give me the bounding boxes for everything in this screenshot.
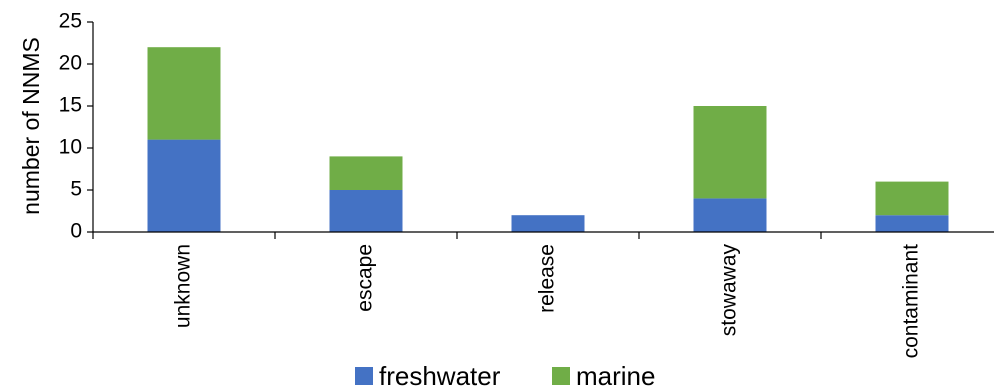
bar-marine-unknown bbox=[147, 47, 221, 140]
bar-freshwater-escape bbox=[329, 190, 403, 232]
x-tick-label-release: release bbox=[536, 244, 559, 313]
x-tick-label-escape: escape bbox=[354, 244, 377, 312]
bars bbox=[147, 47, 949, 232]
legend: freshwater marine bbox=[355, 361, 655, 389]
legend-swatch-marine bbox=[552, 367, 570, 385]
y-tick-label: 25 bbox=[59, 10, 82, 33]
bar-freshwater-contaminant bbox=[875, 215, 949, 232]
x-tick-label-stowaway: stowaway bbox=[718, 244, 741, 337]
y-tick-label: 20 bbox=[59, 52, 82, 75]
y-tick-label: 5 bbox=[70, 178, 82, 201]
bar-freshwater-release bbox=[511, 215, 585, 232]
x-tick-label-contaminant: contaminant bbox=[900, 244, 923, 359]
y-axis: 0 5 10 15 20 25 bbox=[59, 10, 94, 243]
y-tick-label: 0 bbox=[70, 220, 82, 243]
bar-marine-contaminant bbox=[875, 181, 949, 216]
x-tick-label-unknown: unknown bbox=[172, 244, 195, 328]
x-axis: unknown escape release stowaway contaminant bbox=[92, 231, 994, 359]
legend-label-marine: marine bbox=[576, 361, 655, 389]
bar-freshwater-unknown bbox=[147, 139, 221, 232]
bar-marine-escape bbox=[329, 156, 403, 190]
bar-freshwater-stowaway bbox=[693, 198, 767, 232]
legend-swatch-freshwater bbox=[355, 367, 373, 385]
y-tick-label: 15 bbox=[59, 94, 82, 117]
legend-label-freshwater: freshwater bbox=[379, 361, 501, 389]
y-axis-title: number of NNMS bbox=[18, 37, 44, 215]
bar-marine-stowaway bbox=[693, 106, 767, 199]
y-tick-label: 10 bbox=[59, 136, 82, 159]
